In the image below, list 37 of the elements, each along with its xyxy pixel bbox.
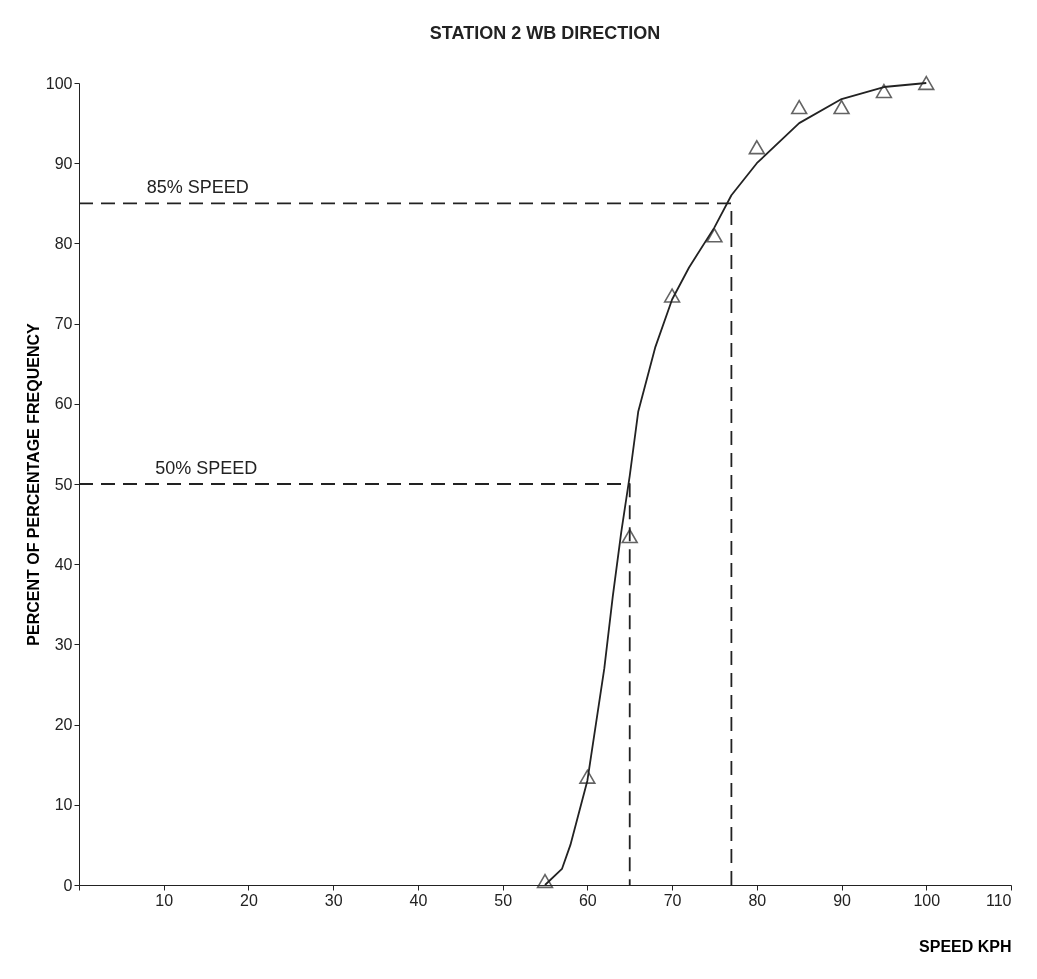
chart-title: STATION 2 WB DIRECTION <box>429 23 661 44</box>
x-tick-label: 30 <box>324 891 343 909</box>
point <box>621 528 638 544</box>
x-axis-title: SPEED KPH <box>919 937 1012 955</box>
x-tick-label: 60 <box>578 891 597 909</box>
point <box>833 99 850 115</box>
x-tick-label: 10 <box>155 891 174 909</box>
y-tick-label: 50 <box>54 475 73 493</box>
annotation: 85% SPEED <box>146 177 249 198</box>
y-tick-label: 20 <box>54 716 73 734</box>
y-tick-label: 100 <box>45 74 73 92</box>
y-tick-label: 40 <box>54 555 73 573</box>
point <box>790 99 808 115</box>
point <box>748 139 766 155</box>
annotation: 50% SPEED <box>155 458 258 478</box>
point <box>875 83 893 99</box>
y-tick-label: 70 <box>54 315 73 333</box>
y-tick-label: 60 <box>54 395 73 413</box>
x-tick-label: 80 <box>748 891 767 909</box>
y-tick-label: 80 <box>54 234 73 252</box>
x-tick-label: 20 <box>240 891 258 909</box>
x-tick-label: 100 <box>913 891 941 909</box>
x-tick-label: 40 <box>409 891 428 909</box>
y-axis-title: PERCENT OF PERCENTAGE FREQUENCY <box>24 322 42 646</box>
x-tick-label: 50 <box>494 891 513 909</box>
point <box>663 288 681 303</box>
y-tick-label: 90 <box>54 154 73 172</box>
y-tick-label: 0 <box>63 876 73 894</box>
point <box>536 873 554 889</box>
point <box>579 769 596 784</box>
x-tick-label: 90 <box>833 891 852 909</box>
point <box>918 75 935 91</box>
x-tick-label: 70 <box>663 891 682 909</box>
y-tick-label: 10 <box>54 796 73 814</box>
point <box>706 228 723 243</box>
x-tick-label: 110 <box>985 891 1012 909</box>
y-tick-label: 30 <box>54 635 73 653</box>
